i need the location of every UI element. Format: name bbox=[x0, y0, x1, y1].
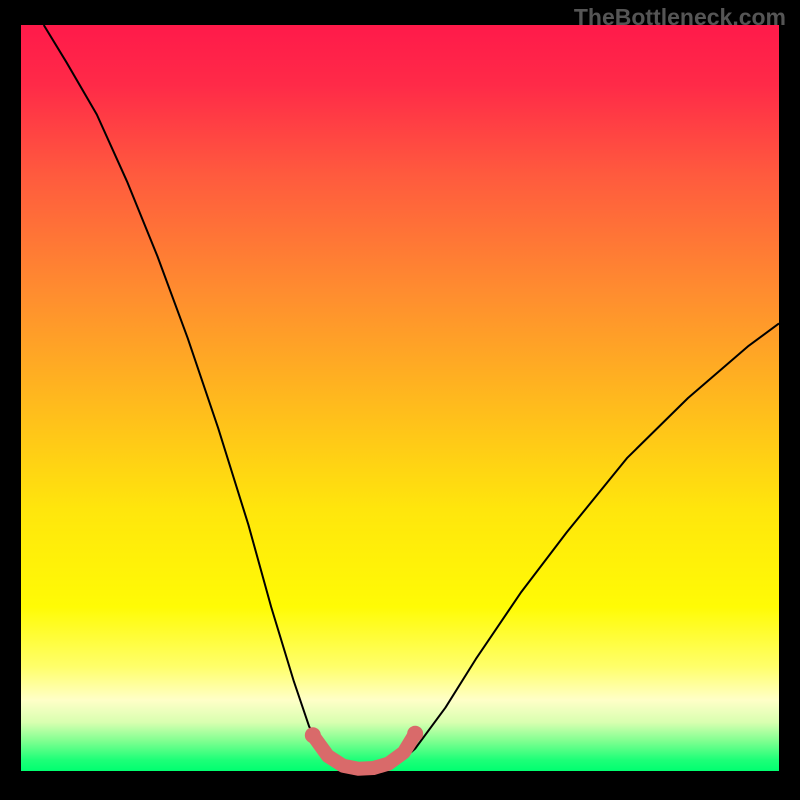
plot-svg bbox=[0, 0, 800, 800]
range-end-dot bbox=[407, 726, 423, 742]
bottleneck-chart: TheBottleneck.com bbox=[0, 0, 800, 800]
bottleneck-curve bbox=[44, 25, 779, 770]
optimal-range-band bbox=[313, 734, 415, 769]
range-start-dot bbox=[305, 727, 321, 743]
